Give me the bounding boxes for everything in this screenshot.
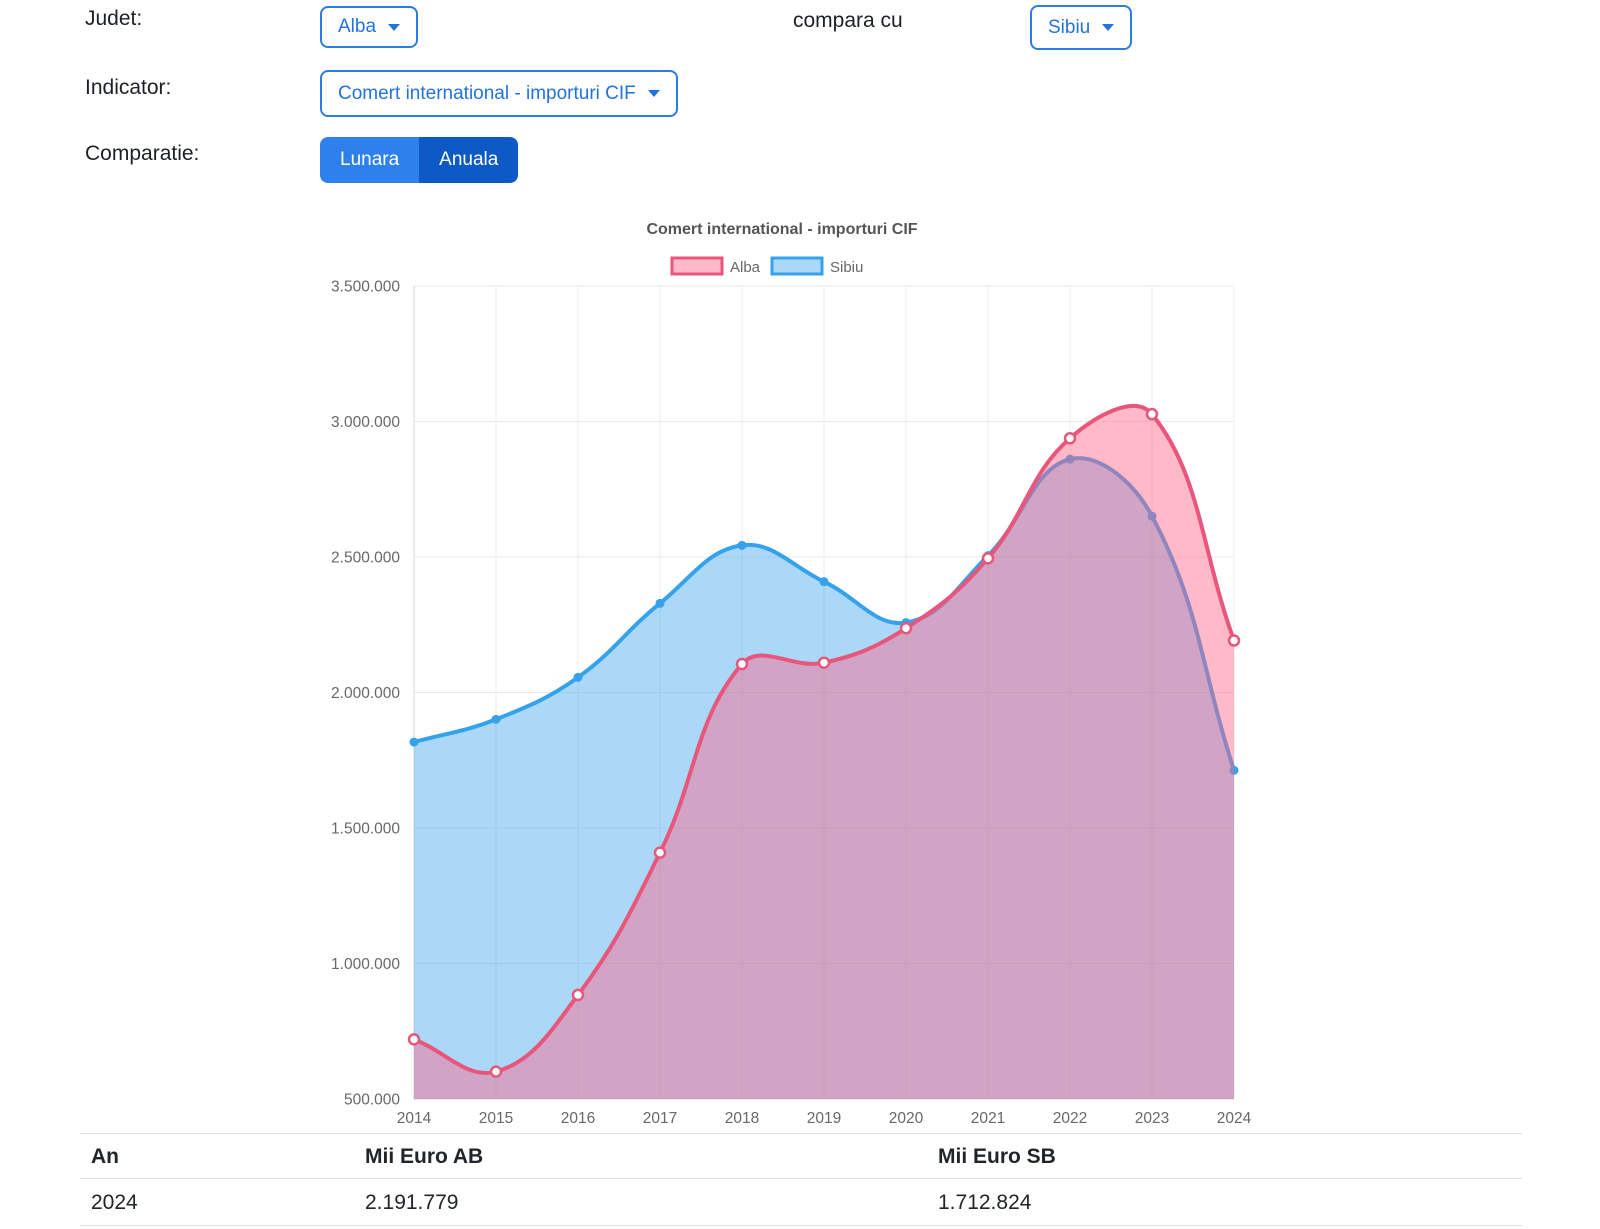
series-sibiu-point — [1147, 511, 1157, 521]
x-axis-tick-label: 2022 — [1053, 1110, 1087, 1127]
y-axis-tick-label: 3.500.000 — [331, 279, 400, 296]
col-header-mii-euro-sb: Mii Euro SB — [938, 1145, 1056, 1168]
x-axis-tick-label: 2015 — [479, 1110, 513, 1127]
judet-select[interactable]: Alba — [320, 6, 419, 48]
series-alba-point — [407, 1033, 421, 1046]
judet-select-value: Alba — [338, 16, 377, 37]
chart-container: 500.000 1.000.000 1.500.000 2.000.000 2.500.… — [330, 206, 1290, 1134]
cell-mii-euro-ab: 2.191.779 — [365, 1191, 459, 1214]
x-axis-tick-label: 2019 — [807, 1110, 841, 1127]
y-axis-tick-label: 500.000 — [344, 1092, 400, 1109]
cell-mii-euro-sb: 1.712.824 — [938, 1191, 1032, 1214]
comparatie-toggle-group: Lunara Anuala — [320, 137, 519, 183]
series-alba-point — [489, 1065, 503, 1078]
indicator-select-value: Comert international - importuri CIF — [338, 82, 636, 104]
y-axis-tick-label: 2.500.000 — [331, 550, 400, 567]
series-sibiu-point — [573, 672, 583, 682]
series-sibiu-point — [1065, 454, 1075, 464]
comparatie-label: Comparatie: — [85, 142, 200, 165]
x-axis-tick-label: 2017 — [643, 1110, 677, 1127]
chevron-down-icon — [1102, 24, 1115, 31]
table-header-row: An Mii Euro AB Mii Euro SB — [80, 1134, 1522, 1179]
legend-swatch-alba — [670, 256, 724, 276]
x-axis-tick-label: 2018 — [725, 1110, 759, 1127]
chevron-down-icon — [647, 90, 660, 97]
indicator-select[interactable]: Comert international - importuri CIF — [320, 70, 678, 117]
x-axis-tick-label: 2020 — [889, 1110, 924, 1127]
series-alba-point — [1063, 432, 1077, 445]
y-axis-tick-label: 1.500.000 — [331, 821, 400, 838]
y-axis-tick-label: 3.000.000 — [331, 414, 400, 431]
series-alba-point — [571, 988, 585, 1002]
series-sibiu-point — [491, 714, 501, 724]
x-axis-tick-label: 2021 — [971, 1110, 1005, 1127]
series-alba-point — [817, 656, 831, 669]
series-sibiu-point — [737, 540, 747, 550]
table-row: 2024 2.191.779 1.712.824 — [80, 1179, 1522, 1226]
toggle-anuala[interactable]: Anuala — [419, 137, 519, 183]
indicator-label: Indicator: — [85, 76, 172, 99]
chart-title: Comert international - importuri CIF — [646, 221, 917, 238]
x-axis-tick-label: 2023 — [1135, 1110, 1169, 1127]
legend-label-alba: Alba — [730, 259, 761, 276]
compara-cu-label: compara cu — [793, 9, 903, 32]
x-axis-tick-label: 2014 — [397, 1110, 432, 1127]
cell-an: 2024 — [91, 1191, 138, 1214]
values-table: An Mii Euro AB Mii Euro SB 2024 2.191.77… — [80, 1133, 1522, 1226]
series-sibiu-point — [819, 577, 829, 587]
legend-label-sibiu: Sibiu — [830, 259, 863, 276]
chevron-down-icon — [388, 23, 401, 31]
series-alba-point — [1227, 634, 1241, 647]
judet-label: Judet: — [85, 7, 143, 30]
series-sibiu-point — [655, 598, 665, 608]
comparison-chart: 500.000 1.000.000 1.500.000 2.000.000 2.500.… — [331, 221, 1252, 1127]
x-axis-tick-label: 2016 — [561, 1110, 595, 1127]
compara-select[interactable]: Sibiu — [1030, 5, 1133, 50]
toggle-lunara[interactable]: Lunara — [320, 137, 420, 183]
x-axis-tick-label: 2024 — [1217, 1110, 1252, 1127]
series-alba-point — [899, 622, 913, 635]
series-alba-point — [735, 657, 749, 671]
col-header-an: An — [91, 1145, 119, 1168]
series-sibiu-line — [412, 456, 1236, 773]
col-header-mii-euro-ab: Mii Euro AB — [365, 1145, 484, 1168]
legend-swatch-sibiu — [770, 256, 824, 276]
series-alba-point — [1145, 407, 1159, 421]
y-axis-tick-label: 1.000.000 — [331, 956, 400, 973]
series-sibiu-area — [414, 458, 1234, 1099]
compara-select-value: Sibiu — [1048, 16, 1091, 38]
y-axis-tick-label: 2.000.000 — [331, 685, 400, 702]
series-sibiu-point — [1229, 765, 1239, 775]
series-alba-point — [981, 552, 995, 565]
series-alba-point — [653, 846, 667, 859]
series-alba-area — [414, 405, 1234, 1099]
series-sibiu-point — [409, 737, 419, 747]
